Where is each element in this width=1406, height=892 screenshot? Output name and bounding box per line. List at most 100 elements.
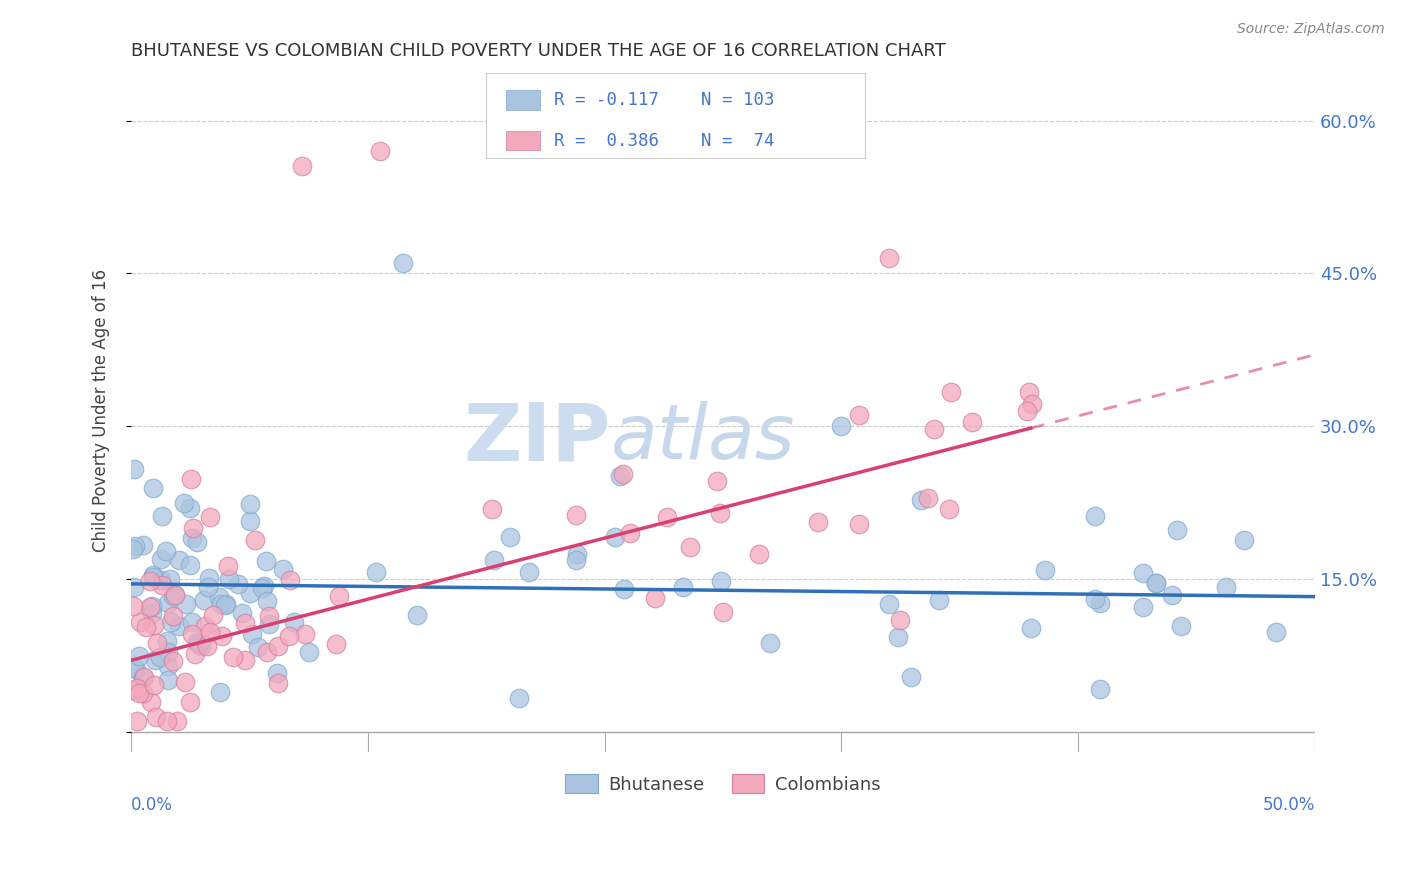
- Point: [155, 543, 177, 558]
- Point: [364, 565, 387, 579]
- Point: [1021, 397, 1043, 411]
- Point: [122, 661, 145, 675]
- Point: [238, 496, 260, 510]
- Text: BHUTANESE VS COLOMBIAN CHILD POVERTY UNDER THE AGE OF 16 CORRELATION CHART: BHUTANESE VS COLOMBIAN CHILD POVERTY UND…: [131, 42, 946, 60]
- Point: [291, 160, 314, 174]
- Point: [156, 634, 179, 648]
- Point: [127, 714, 149, 729]
- Point: [922, 422, 945, 436]
- Point: [122, 599, 145, 613]
- Point: [174, 597, 197, 611]
- Point: [198, 571, 221, 585]
- Point: [179, 695, 201, 709]
- Point: [612, 467, 634, 481]
- Point: [748, 547, 770, 561]
- Point: [163, 588, 186, 602]
- Point: [266, 666, 288, 681]
- Point: [211, 629, 233, 643]
- Point: [186, 534, 208, 549]
- Legend: Bhutanese, Colombians: Bhutanese, Colombians: [558, 767, 889, 801]
- Text: 0.0%: 0.0%: [131, 797, 173, 814]
- Point: [141, 606, 163, 620]
- Point: [124, 539, 146, 553]
- Point: [1144, 576, 1167, 591]
- Point: [173, 496, 195, 510]
- Point: [1160, 589, 1182, 603]
- Point: [609, 468, 631, 483]
- Point: [157, 673, 180, 687]
- Point: [190, 639, 212, 653]
- Point: [156, 645, 179, 659]
- Point: [1019, 621, 1042, 635]
- Point: [156, 596, 179, 610]
- Point: [392, 256, 415, 270]
- Point: [222, 649, 245, 664]
- Point: [179, 558, 201, 572]
- Point: [254, 554, 277, 568]
- Point: [142, 481, 165, 495]
- Point: [294, 627, 316, 641]
- Point: [706, 474, 728, 488]
- Point: [183, 647, 205, 661]
- Point: [298, 644, 321, 658]
- Point: [166, 714, 188, 729]
- Point: [162, 589, 184, 603]
- Point: [209, 597, 232, 611]
- Point: [233, 653, 256, 667]
- Point: [142, 569, 165, 583]
- Point: [132, 686, 155, 700]
- Point: [149, 552, 172, 566]
- Point: [239, 586, 262, 600]
- Point: [1084, 508, 1107, 523]
- Point: [198, 625, 221, 640]
- Point: [218, 572, 240, 586]
- Point: [134, 670, 156, 684]
- Point: [278, 574, 301, 588]
- Point: [283, 615, 305, 630]
- Point: [146, 635, 169, 649]
- Point: [939, 384, 962, 399]
- FancyBboxPatch shape: [486, 73, 865, 159]
- Text: atlas: atlas: [610, 401, 796, 475]
- Point: [226, 577, 249, 591]
- Y-axis label: Child Poverty Under the Age of 16: Child Poverty Under the Age of 16: [93, 269, 110, 552]
- Point: [1015, 404, 1038, 418]
- Point: [167, 618, 190, 632]
- Point: [122, 541, 145, 556]
- Point: [710, 574, 733, 588]
- Point: [128, 685, 150, 699]
- Point: [243, 533, 266, 547]
- Point: [1088, 682, 1111, 697]
- Point: [143, 617, 166, 632]
- Point: [325, 637, 347, 651]
- Point: [900, 670, 922, 684]
- Point: [759, 636, 782, 650]
- Point: [125, 681, 148, 695]
- Point: [145, 710, 167, 724]
- Point: [181, 627, 204, 641]
- Point: [160, 615, 183, 630]
- Point: [128, 648, 150, 663]
- Point: [256, 594, 278, 608]
- Point: [122, 580, 145, 594]
- Point: [928, 592, 950, 607]
- Point: [139, 600, 162, 615]
- Point: [267, 675, 290, 690]
- Point: [186, 635, 208, 649]
- Point: [132, 538, 155, 552]
- Point: [889, 614, 911, 628]
- Point: [368, 144, 391, 158]
- Point: [1144, 576, 1167, 591]
- Point: [250, 581, 273, 595]
- Point: [848, 408, 870, 422]
- Point: [266, 640, 288, 654]
- Point: [197, 580, 219, 594]
- Point: [181, 615, 204, 630]
- Point: [603, 530, 626, 544]
- Point: [122, 462, 145, 476]
- Point: [278, 629, 301, 643]
- Point: [619, 525, 641, 540]
- Point: [214, 597, 236, 611]
- Point: [198, 510, 221, 524]
- Point: [1166, 523, 1188, 537]
